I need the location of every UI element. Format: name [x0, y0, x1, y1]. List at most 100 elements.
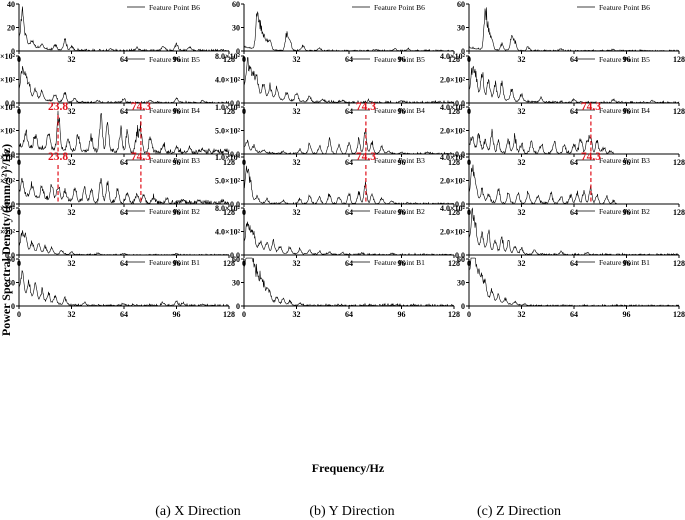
x-tick-label: 128 — [673, 208, 685, 217]
y-tick-label: 3.0×10² — [0, 228, 16, 237]
x-tick-label: 96 — [398, 107, 406, 116]
legend-label: Feature Point B5 — [599, 55, 650, 64]
y-tick-label: 8.0×10² — [215, 204, 241, 213]
psd-series-line — [18, 177, 230, 205]
x-tick-label: 128 — [223, 259, 235, 268]
y-tick-label: 0.0 — [5, 99, 15, 108]
y-tick-label: 4.0×10² — [215, 76, 241, 85]
y-tick-label: 0.0 — [5, 200, 15, 209]
x-tick-label: 0 — [467, 310, 471, 319]
x-tick-label: 128 — [223, 158, 235, 167]
x-tick-label: 96 — [623, 158, 631, 167]
x-tick-label: 128 — [673, 310, 685, 319]
psd-series-line — [18, 110, 230, 155]
y-tick-label: 4.0×10² — [440, 52, 466, 61]
y-tick-label: 1.0×10³ — [0, 103, 16, 112]
y-tick-label: 6.0×10² — [0, 204, 16, 213]
x-tick-label: 32 — [293, 310, 301, 319]
x-tick-label: 128 — [673, 107, 685, 116]
y-tick-label: 5.0×10² — [215, 177, 241, 186]
x-tick-label: 32 — [518, 208, 526, 217]
x-tick-label: 128 — [223, 208, 235, 217]
x-tick-label: 96 — [173, 310, 181, 319]
y-tick-label: 4.0×10² — [440, 153, 466, 162]
y-tick-label: 0.0 — [230, 251, 240, 260]
peak-marker-label: 74.3 — [356, 151, 376, 163]
psd-series-line — [468, 128, 679, 155]
x-axis-title: Frequency/Hz — [312, 461, 385, 475]
psd-series-line — [243, 257, 455, 307]
x-tick-label: 96 — [623, 259, 631, 268]
x-tick-label: 96 — [398, 208, 406, 217]
y-tick-label: 0.0 — [230, 150, 240, 159]
x-tick-label: 32 — [518, 55, 526, 64]
psd-series-line — [468, 164, 679, 205]
x-tick-label: 64 — [570, 107, 578, 116]
y-tick-label: 5.0×10² — [0, 127, 16, 136]
x-tick-label: 128 — [448, 158, 460, 167]
x-tick-label: 64 — [345, 208, 353, 217]
x-tick-label: 64 — [570, 158, 578, 167]
x-tick-label: 64 — [345, 310, 353, 319]
psd-series-line — [468, 257, 680, 307]
panel-z-b1: 0 32 64 96 128 0 30 60 Feature Point B1 — [457, 255, 685, 319]
legend-label: Feature Point B6 — [374, 3, 425, 12]
y-tick-label: 60 — [232, 0, 240, 9]
y-tick-label: 2.0×10² — [440, 127, 466, 136]
y-tick-label: 1.0×10³ — [0, 153, 16, 162]
y-tick-label: 0 — [461, 47, 465, 56]
caption-y-direction: (b) Y Direction — [309, 504, 394, 519]
y-axis-title: Power Spectral Density/((mm/s²)²/Hz) — [0, 144, 13, 336]
y-tick-label: 0 — [236, 47, 240, 56]
x-tick-label: 32 — [68, 55, 76, 64]
peak-marker-label: 74.3 — [131, 101, 151, 113]
x-tick-label: 96 — [398, 259, 406, 268]
x-tick-label: 64 — [570, 208, 578, 217]
x-tick-label: 96 — [173, 208, 181, 217]
y-tick-label: 60 — [7, 255, 15, 264]
x-tick-label: 64 — [345, 158, 353, 167]
x-tick-label: 64 — [120, 158, 128, 167]
x-tick-label: 128 — [448, 107, 460, 116]
legend-label: Feature Point B2 — [149, 207, 200, 216]
x-tick-label: 64 — [570, 259, 578, 268]
legend-label: Feature Point B2 — [374, 207, 425, 216]
y-tick-label: 0 — [461, 302, 465, 311]
x-tick-label: 128 — [673, 259, 685, 268]
x-tick-label: 96 — [398, 55, 406, 64]
legend-label: Feature Point B5 — [374, 55, 425, 64]
psd-series-line — [18, 230, 230, 256]
y-tick-label: 3.0×10² — [0, 76, 16, 85]
x-tick-label: 32 — [293, 107, 301, 116]
x-tick-label: 96 — [398, 310, 406, 319]
caption-z-direction: (c) Z Direction — [477, 504, 561, 519]
panel-y-b1: 0 32 64 96 128 0 30 60 Feature Point B1 — [232, 255, 460, 319]
y-tick-label: 0.0 — [230, 200, 240, 209]
x-tick-label: 64 — [345, 259, 353, 268]
x-tick-label: 0 — [242, 310, 246, 319]
y-tick-label: 0 — [11, 302, 15, 311]
x-tick-label: 32 — [293, 259, 301, 268]
legend-label: Feature Point B4 — [374, 106, 425, 115]
y-tick-label: 5.0×10² — [0, 177, 16, 186]
y-tick-label: 0.0 — [5, 251, 15, 260]
x-tick-label: 128 — [223, 107, 235, 116]
legend-label: Feature Point B4 — [599, 106, 650, 115]
x-tick-label: 96 — [623, 208, 631, 217]
psd-series-line — [18, 6, 230, 52]
x-tick-label: 32 — [68, 259, 76, 268]
x-tick-label: 64 — [570, 55, 578, 64]
x-tick-label: 64 — [120, 55, 128, 64]
y-tick-label: 4.0×10² — [215, 228, 241, 237]
psd-series-line — [243, 165, 455, 205]
x-tick-label: 64 — [345, 55, 353, 64]
legend-label: Feature Point B1 — [149, 258, 200, 267]
y-tick-label: 4.0×10² — [440, 204, 466, 213]
x-tick-label: 96 — [173, 107, 181, 116]
